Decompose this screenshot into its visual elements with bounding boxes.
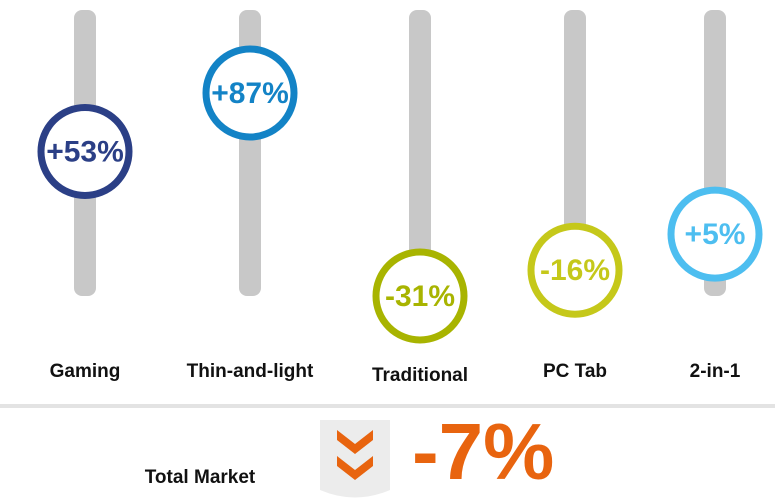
category-label: PC Tab [543, 361, 607, 382]
value-label: -31% [385, 280, 455, 313]
value-label: +5% [685, 218, 746, 251]
total-label: Total Market [145, 467, 256, 488]
value-label: -16% [540, 254, 610, 287]
category-label: Traditional [372, 365, 468, 386]
total-value: -7% [412, 407, 554, 496]
value-label: +87% [211, 77, 289, 110]
category-label: 2-in-1 [690, 361, 741, 382]
value-circle [37, 103, 133, 199]
category-label: Thin-and-light [187, 361, 314, 382]
category-label: Gaming [50, 361, 121, 382]
value-circle [372, 248, 468, 344]
slider-track [409, 10, 431, 296]
down-icon [320, 420, 390, 498]
value-circle [202, 45, 298, 141]
value-circle [527, 222, 623, 318]
value-label: +53% [46, 135, 124, 168]
value-circle [667, 186, 763, 282]
